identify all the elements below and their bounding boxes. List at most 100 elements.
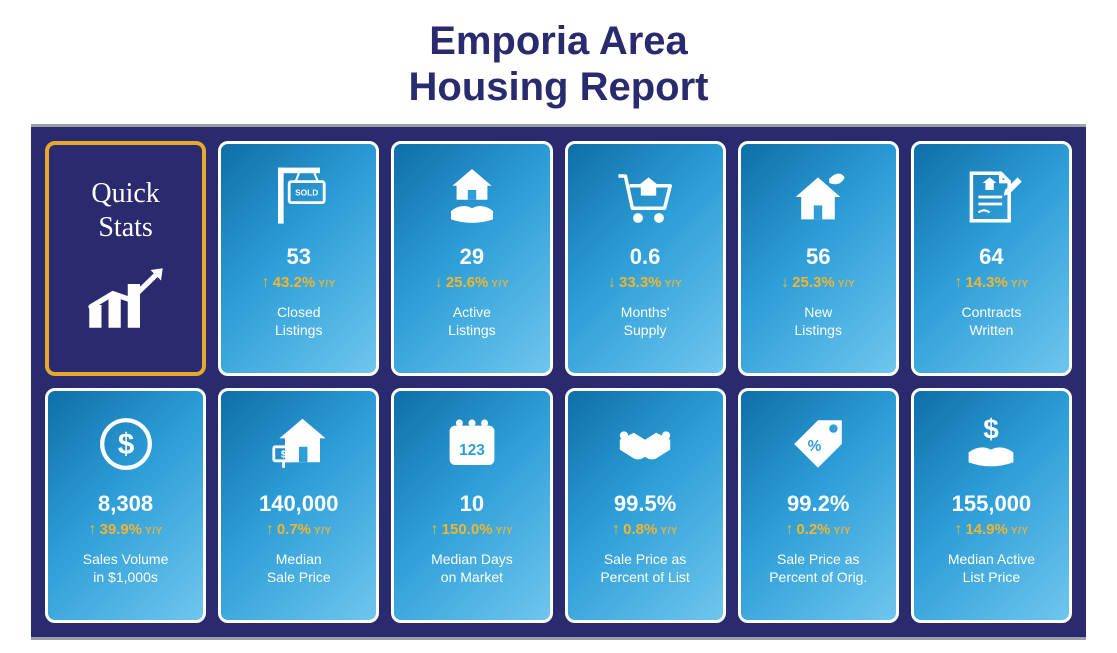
svg-text:123: 123 xyxy=(459,442,485,459)
bar-chart-arrow-icon xyxy=(81,263,171,338)
arrow-down-icon: ↓ xyxy=(608,274,616,292)
yy-suffix: Y/Y xyxy=(834,526,852,537)
tile-percent-of-orig: % 99.2% ↑ 0.2% Y/Y Sale Price asPercent … xyxy=(738,388,899,623)
label: NewListings xyxy=(795,304,842,339)
value: 64 xyxy=(979,244,1003,270)
yy-suffix: Y/Y xyxy=(665,279,683,290)
arrow-up-icon: ↑ xyxy=(431,521,439,539)
handshake-icon xyxy=(610,403,680,485)
label: Median Dayson Market xyxy=(431,551,513,586)
svg-text:SOLD: SOLD xyxy=(295,188,318,198)
delta: ↑ 39.9% Y/Y xyxy=(88,521,162,539)
tile-sales-volume: $ 8,308 ↑ 39.9% Y/Y Sales Volumein $1,00… xyxy=(45,388,206,623)
tile-median-active-list-price: $ 155,000 ↑ 14.9% Y/Y Median ActiveList … xyxy=(911,388,1072,623)
label: Months'Supply xyxy=(621,304,670,339)
arrow-up-icon: ↑ xyxy=(262,274,270,292)
label: Sale Price asPercent of List xyxy=(600,551,690,586)
tile-months-supply: 0.6 ↓ 33.3% Y/Y Months'Supply xyxy=(565,141,726,376)
delta: ↓ 25.6% Y/Y xyxy=(435,274,509,292)
tile-median-sale-price: $ 140,000 ↑ 0.7% Y/Y MedianSale Price xyxy=(218,388,379,623)
cart-house-icon xyxy=(610,156,680,238)
svg-text:$: $ xyxy=(117,428,133,461)
tile-contracts-written: 64 ↑ 14.3% Y/Y ContractsWritten xyxy=(911,141,1072,376)
label: Sales Volumein $1,000s xyxy=(83,551,169,586)
delta: ↑ 14.3% Y/Y xyxy=(954,274,1028,292)
delta: ↑ 150.0% Y/Y xyxy=(431,521,514,539)
yy-suffix: Y/Y xyxy=(1011,526,1029,537)
pct: 33.3% xyxy=(619,274,662,291)
pct: 0.7% xyxy=(277,521,311,538)
value: 10 xyxy=(460,491,484,517)
arrow-up-icon: ↑ xyxy=(954,521,962,539)
yy-suffix: Y/Y xyxy=(491,279,509,290)
label: ActiveListings xyxy=(448,304,495,339)
value: 140,000 xyxy=(259,491,339,517)
yy-suffix: Y/Y xyxy=(838,279,856,290)
delta: ↑ 0.7% Y/Y xyxy=(266,521,332,539)
calendar-icon: 123 xyxy=(437,403,507,485)
delta: ↓ 33.3% Y/Y xyxy=(608,274,682,292)
label: ClosedListings xyxy=(275,304,322,339)
quick-stats-line1: Quick xyxy=(91,178,159,209)
pct: 14.9% xyxy=(965,521,1008,538)
pct: 150.0% xyxy=(442,521,493,538)
arrow-up-icon: ↑ xyxy=(785,521,793,539)
sold-sign-icon: SOLD xyxy=(264,156,334,238)
tile-new-listings: 56 ↓ 25.3% Y/Y NewListings xyxy=(738,141,899,376)
pct: 25.3% xyxy=(792,274,835,291)
title-line-1: Emporia Area xyxy=(0,18,1117,64)
yy-suffix: Y/Y xyxy=(318,279,336,290)
tile-percent-of-list: 99.5% ↑ 0.8% Y/Y Sale Price asPercent of… xyxy=(565,388,726,623)
value: 56 xyxy=(806,244,830,270)
delta: ↓ 25.3% Y/Y xyxy=(781,274,855,292)
contract-pen-icon xyxy=(956,156,1026,238)
yy-suffix: Y/Y xyxy=(660,526,678,537)
quick-stats-tile: Quick Stats xyxy=(45,141,206,376)
value: 155,000 xyxy=(952,491,1032,517)
quick-stats-line2: Stats xyxy=(98,212,152,243)
house-hand-icon xyxy=(437,156,507,238)
arrow-up-icon: ↑ xyxy=(612,521,620,539)
dollar-circle-icon: $ xyxy=(91,403,161,485)
tile-median-days: 123 10 ↑ 150.0% Y/Y Median Dayson Market xyxy=(391,388,552,623)
price-tag-icon: % xyxy=(783,403,853,485)
delta: ↑ 14.9% Y/Y xyxy=(954,521,1028,539)
svg-text:$: $ xyxy=(984,413,1000,444)
arrow-up-icon: ↑ xyxy=(266,521,274,539)
dollar-hand-icon: $ xyxy=(956,403,1026,485)
page-title: Emporia Area Housing Report xyxy=(0,18,1117,110)
pct: 25.6% xyxy=(446,274,489,291)
value: 0.6 xyxy=(630,244,661,270)
house-leaf-icon xyxy=(783,156,853,238)
svg-text:%: % xyxy=(808,438,822,455)
arrow-down-icon: ↓ xyxy=(781,274,789,292)
pct: 0.8% xyxy=(623,521,657,538)
pct: 43.2% xyxy=(273,274,316,291)
title-line-2: Housing Report xyxy=(0,64,1117,110)
value: 29 xyxy=(460,244,484,270)
yy-suffix: Y/Y xyxy=(1011,279,1029,290)
stats-panel: Quick Stats SOLD 53 xyxy=(31,124,1086,640)
house-price-icon: $ xyxy=(264,403,334,485)
label: Sale Price asPercent of Orig. xyxy=(769,551,867,586)
label: Median ActiveList Price xyxy=(948,551,1035,586)
delta: ↑ 43.2% Y/Y xyxy=(262,274,336,292)
delta: ↑ 0.8% Y/Y xyxy=(612,521,678,539)
pct: 14.3% xyxy=(965,274,1008,291)
arrow-down-icon: ↓ xyxy=(435,274,443,292)
pct: 0.2% xyxy=(796,521,830,538)
delta: ↑ 0.2% Y/Y xyxy=(785,521,851,539)
svg-text:$: $ xyxy=(281,449,287,460)
yy-suffix: Y/Y xyxy=(314,526,332,537)
quick-stats-label: Quick Stats xyxy=(91,177,159,244)
label: MedianSale Price xyxy=(267,551,331,586)
arrow-up-icon: ↑ xyxy=(88,521,96,539)
value: 99.2% xyxy=(787,491,849,517)
value: 99.5% xyxy=(614,491,676,517)
tile-closed-listings: SOLD 53 ↑ 43.2% Y/Y ClosedListings xyxy=(218,141,379,376)
tile-active-listings: 29 ↓ 25.6% Y/Y ActiveListings xyxy=(391,141,552,376)
yy-suffix: Y/Y xyxy=(145,526,163,537)
value: 8,308 xyxy=(98,491,153,517)
value: 53 xyxy=(287,244,311,270)
yy-suffix: Y/Y xyxy=(496,526,514,537)
